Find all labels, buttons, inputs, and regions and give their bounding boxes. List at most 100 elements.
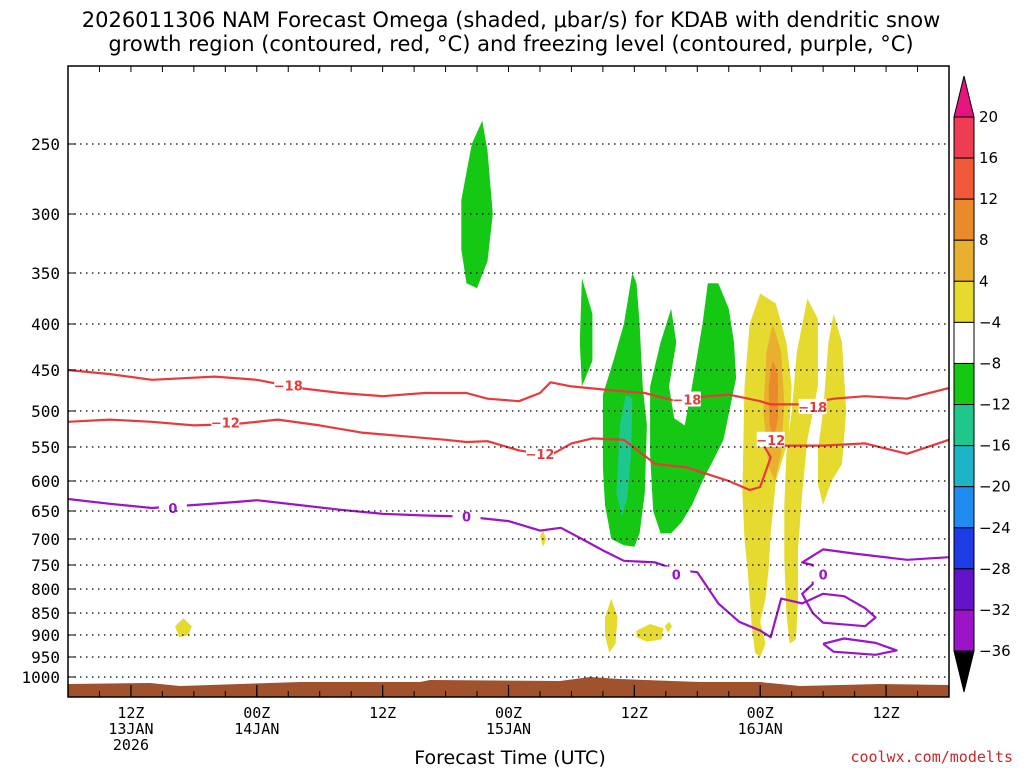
y-tick-label: 250	[31, 135, 60, 154]
colorbar-swatch	[953, 116, 975, 159]
contour-0-c-lower-loop-	[822, 637, 898, 656]
y-axis-tick-labels: 250 300 350 400 450 500 550 600 650 700 750 800 850 9…	[21, 135, 60, 687]
x-tick-label: 12Z	[873, 704, 900, 722]
omega-shade-yellow-cell-A	[742, 293, 792, 657]
colorbar-label: −4	[979, 313, 1001, 331]
contour-label-bg	[158, 500, 187, 515]
colorbar-swatch	[953, 527, 975, 570]
colorbar-label: −32	[979, 601, 1011, 619]
x-tick-label: 13JAN	[108, 720, 153, 738]
colorbar-label: 20	[979, 108, 998, 126]
y-tick-label: 900	[31, 626, 60, 645]
omega-shade-teal-core	[616, 394, 633, 517]
gridlines	[67, 65, 950, 698]
omega-shade-orange-inner	[768, 360, 778, 440]
y-tick-label: 800	[31, 580, 60, 599]
omega-shade-yellow-small-left	[175, 618, 192, 638]
colorbar-swatch	[953, 280, 975, 323]
y-tick-label: 1000	[21, 668, 60, 687]
contour-label-bg	[525, 445, 554, 461]
colorbar-top-arrow	[953, 75, 975, 118]
y-tick-label: 700	[31, 530, 60, 549]
contour-label-bg	[798, 398, 827, 414]
colorbar-bottom-arrow	[953, 650, 975, 693]
omega-shade-yellow-cell-C	[817, 313, 847, 505]
contour-label: −12	[211, 417, 240, 432]
omega-shade-yellow-dot	[664, 621, 673, 633]
colorbar-label: 16	[979, 149, 998, 167]
y-tick-label: 350	[31, 264, 60, 283]
x-tick-label: 16JAN	[738, 720, 783, 738]
omega-shade-green-upper-cell	[461, 120, 493, 289]
y-tick-label: 850	[31, 604, 60, 623]
colorbar-swatch	[953, 362, 975, 406]
omega-shade-yellow-small-B	[605, 598, 618, 653]
colorbar-label: 12	[979, 190, 998, 208]
contour-0-c-freezing-level	[67, 497, 950, 639]
plot-frame	[67, 65, 950, 698]
colorbar-label: 4	[979, 272, 989, 290]
x-tick-label: 14JAN	[234, 720, 279, 738]
colorbar-swatch	[953, 609, 975, 652]
x-tick-label: 12Z	[117, 704, 144, 722]
contour--12-c	[67, 418, 950, 492]
x-tick-label: 15JAN	[486, 720, 531, 738]
y-tick-label: 600	[31, 472, 60, 491]
omega-shade-green-cell-C	[650, 283, 737, 534]
contour-label-bg	[756, 431, 785, 447]
x-tick-label: 00Z	[495, 704, 522, 722]
omega-shade-yellow-small-C	[636, 624, 664, 642]
colorbar-label: −28	[979, 560, 1011, 578]
x-tick-label: 2026	[113, 736, 149, 754]
omega-shade-green-cell-A	[579, 278, 593, 387]
colorbar-swatch	[953, 486, 975, 529]
contour-label-bg	[211, 414, 240, 430]
contour-label-bg	[672, 391, 701, 407]
colorbar-label: −8	[979, 354, 1001, 372]
x-tick-label: 12Z	[369, 704, 396, 722]
contour-label: 0	[168, 502, 177, 517]
colorbar-swatch	[953, 404, 975, 447]
x-tick-label: 12Z	[621, 704, 648, 722]
colorbar-label: 8	[979, 231, 989, 249]
y-tick-label: 650	[31, 502, 60, 521]
chart-title-line-1: 2026011306 NAM Forecast Omega (shaded, μ…	[82, 8, 941, 32]
contour-label: 0	[462, 511, 471, 526]
contour-label: −18	[798, 401, 827, 416]
colorbar: 20 16 12 8 4 −4 −8 −12 −16 −20 −24 −28 −32 −36	[953, 75, 1011, 693]
y-tick-label: 750	[31, 556, 60, 575]
colorbar-label: −36	[979, 642, 1011, 660]
contour-label: −18	[672, 394, 701, 409]
contour-label: −12	[525, 448, 554, 463]
contour-label-bg	[662, 566, 691, 582]
colorbar-swatch	[953, 198, 975, 241]
colorbar-label: −24	[979, 519, 1011, 537]
chart-title-line-2: growth region (contoured, red, °C) and f…	[108, 32, 913, 56]
y-tick-label: 400	[31, 315, 60, 334]
colorbar-label: −12	[979, 396, 1011, 414]
omega-shade-yellow-cell-B	[784, 298, 818, 644]
y-tick-label: 450	[31, 361, 60, 380]
colorbar-swatch	[953, 321, 975, 364]
y-tick-label: 550	[31, 438, 60, 457]
x-tick-label: 00Z	[243, 704, 270, 722]
contour--18-c	[67, 368, 950, 406]
x-axis-title: Forecast Time (UTC)	[414, 747, 605, 768]
contour-label-bg	[274, 377, 303, 393]
source-credit: coolwx.com/modelts	[850, 748, 1013, 766]
y-tick-label: 950	[31, 648, 60, 667]
y-tick-label: 300	[31, 205, 60, 224]
colorbar-swatch	[953, 445, 975, 488]
colorbar-label: −20	[979, 478, 1011, 496]
contour-label: 0	[819, 569, 828, 584]
plot-area: −18 −18 −18 −12 −12 −12 0 0 0 0	[67, 120, 950, 697]
colorbar-swatch	[953, 568, 975, 611]
y-tick-label: 500	[31, 402, 60, 421]
contour-label-bg	[452, 508, 481, 524]
colorbar-swatch	[953, 157, 975, 200]
colorbar-swatch	[953, 239, 975, 282]
colorbar-label: −16	[979, 437, 1011, 455]
x-tick-label: 00Z	[747, 704, 774, 722]
